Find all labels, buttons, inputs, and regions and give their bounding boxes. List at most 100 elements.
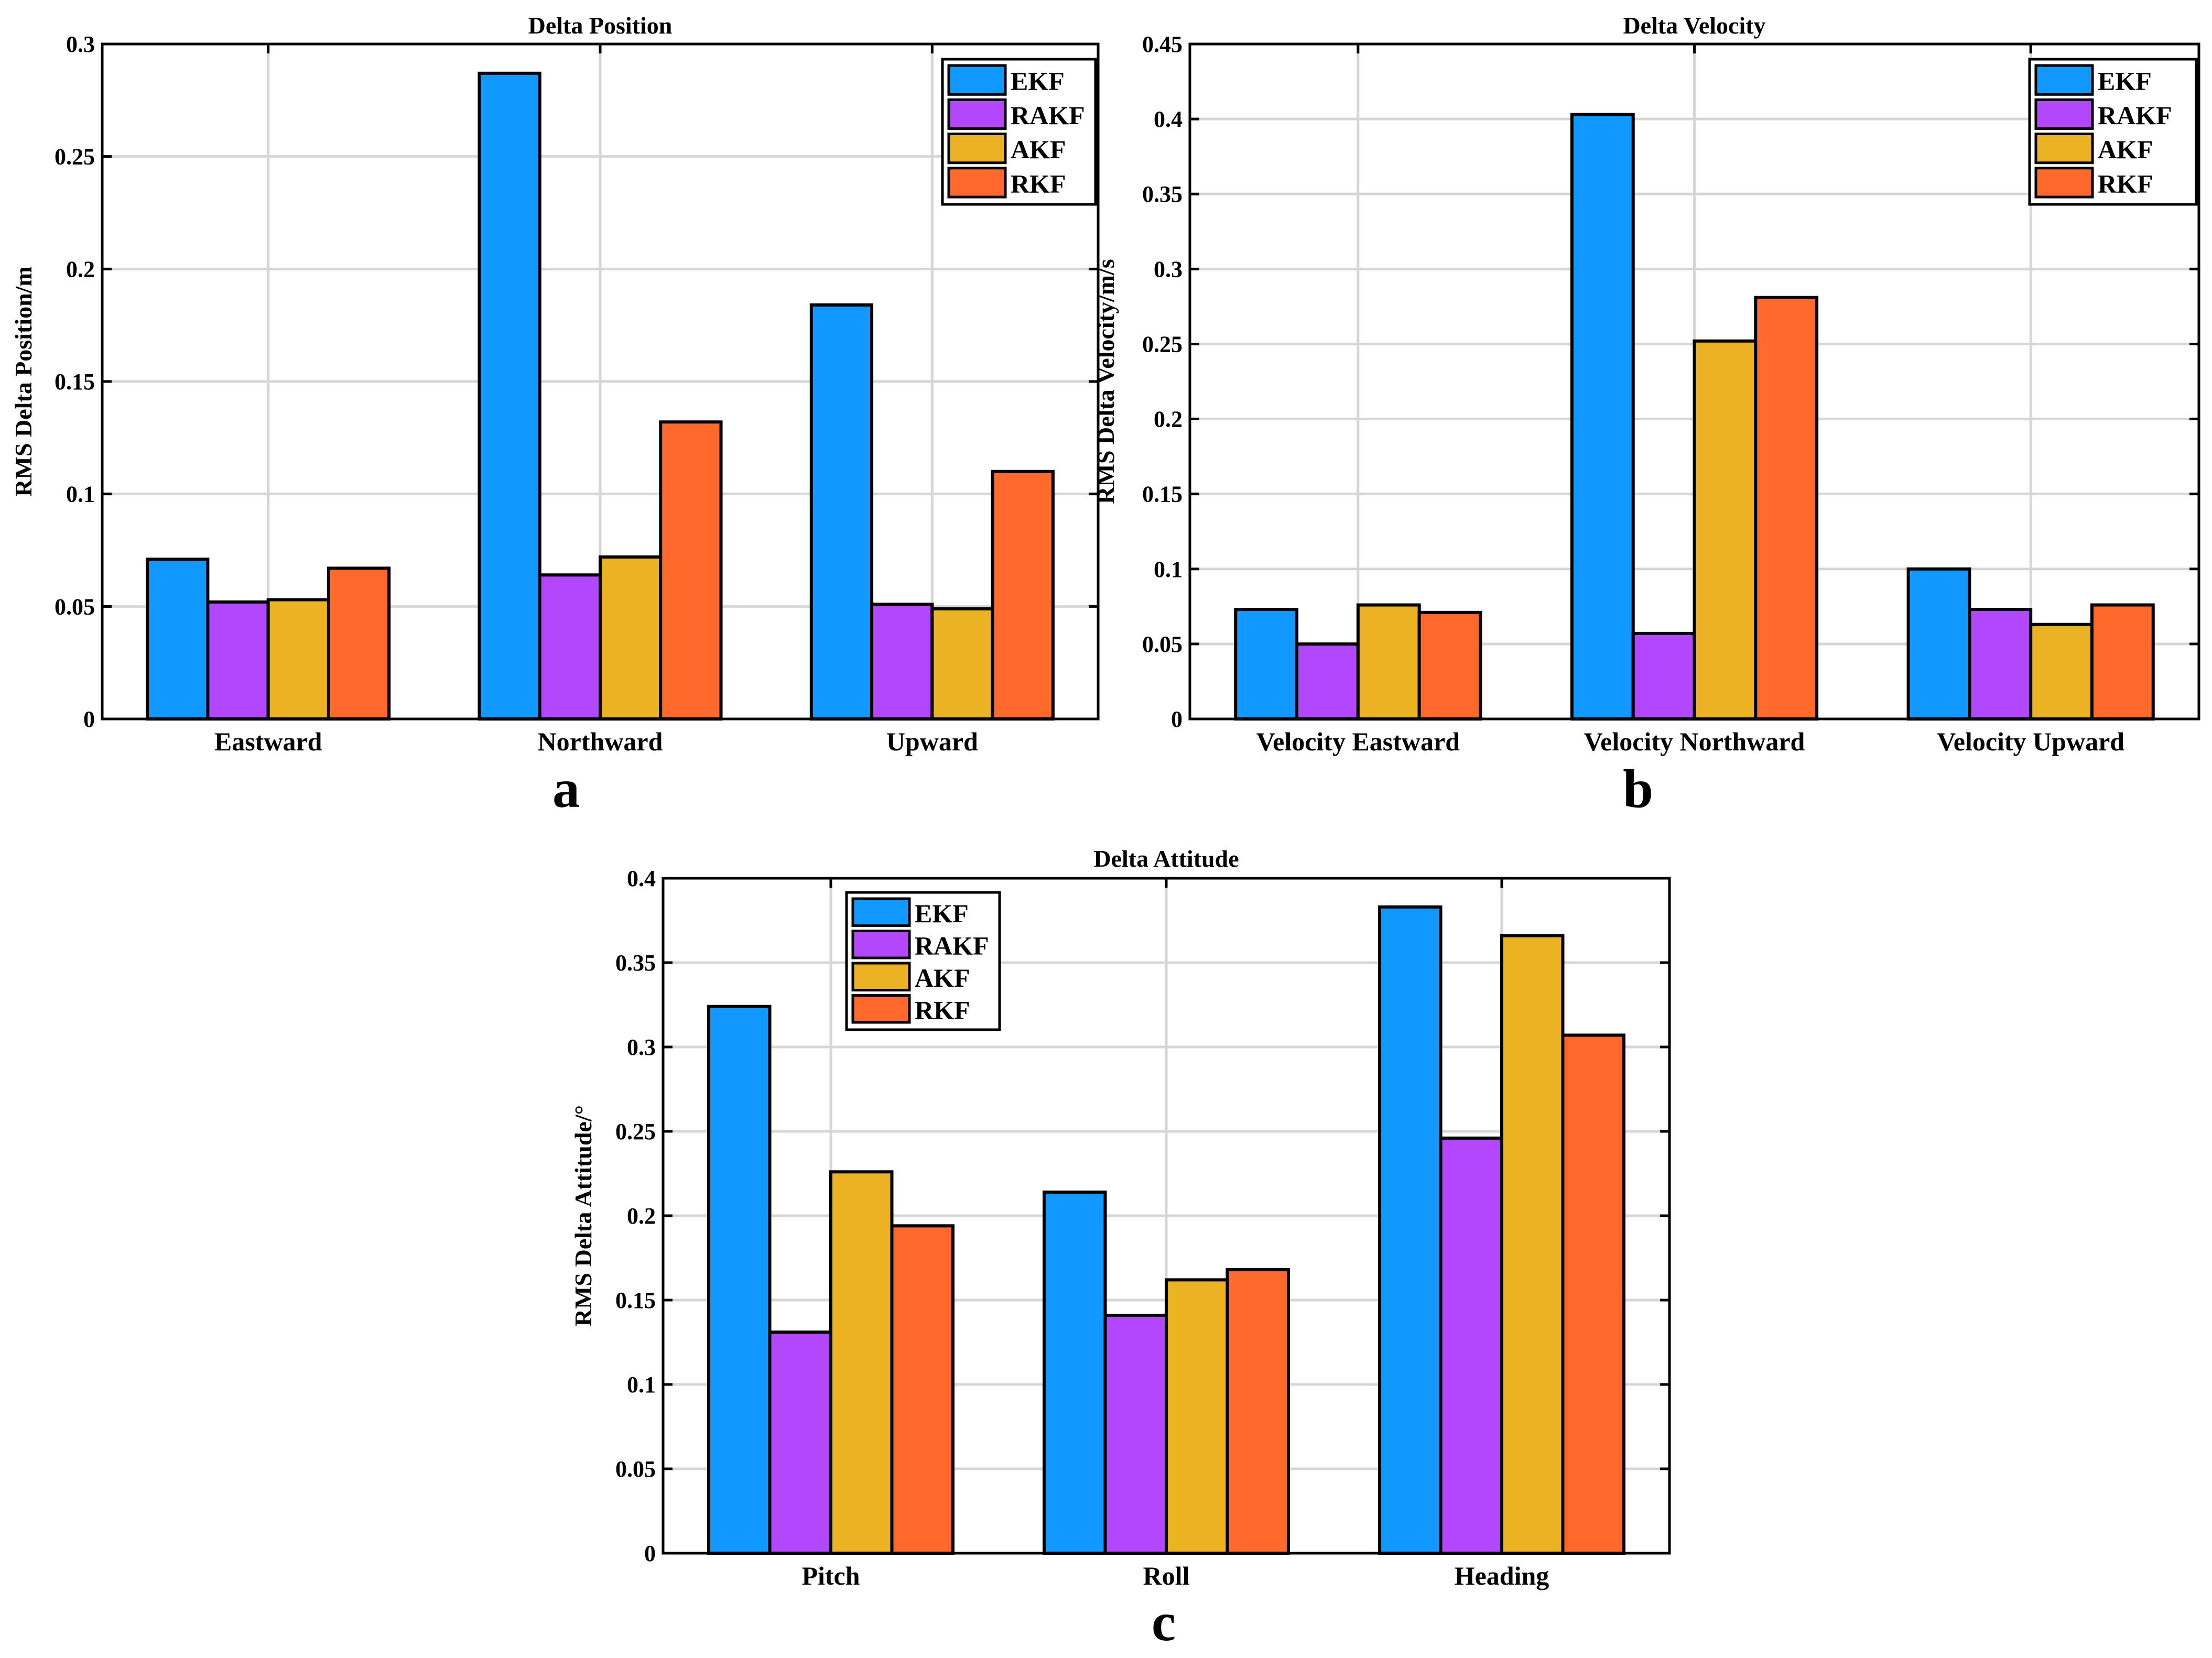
panel-label: a — [552, 759, 580, 819]
category-label: Velocity Upward — [1937, 727, 2124, 756]
bar-ekf-northward — [478, 71, 541, 721]
legend: EKF RAKF AKF RKF — [845, 891, 1001, 1031]
ytick-label: 0.3 — [1154, 256, 1183, 282]
category-label: Upward — [886, 727, 978, 756]
category-label: Heading — [1455, 1561, 1549, 1590]
bar-rkf-heading — [1561, 1033, 1625, 1555]
category-label: Eastward — [214, 727, 322, 756]
bars — [1234, 113, 2155, 721]
ytick-label: 0.2 — [66, 256, 95, 282]
bar-rkf-velocity-upward — [2090, 603, 2155, 721]
legend-label-ekf: EKF — [915, 899, 969, 928]
bar-akf-northward — [599, 555, 663, 721]
category-label: Northward — [538, 727, 663, 756]
bar-ekf-eastward — [146, 558, 210, 721]
bar-ekf-upward — [809, 303, 874, 721]
legend-swatch-akf — [947, 133, 1007, 165]
panel-label: b — [1623, 759, 1653, 819]
bar-akf-velocity-northward — [1693, 339, 1758, 721]
chart-title: Delta Attitude — [1093, 845, 1239, 872]
bar-akf-velocity-eastward — [1356, 603, 1421, 721]
panel-label: c — [1152, 1592, 1176, 1652]
ytick-label: 0.4 — [627, 866, 656, 891]
category-label: Pitch — [801, 1561, 860, 1590]
bar-rakf-velocity-eastward — [1295, 642, 1360, 721]
chart-panel-c: 0 0.05 0.1 0.15 0.2 0.25 0.3 0.35 0.4 Pitch Roll He… — [570, 845, 1671, 1652]
legend-label-akf: AKF — [915, 963, 970, 992]
legend-swatch-rakf — [851, 930, 911, 959]
bar-rkf-pitch — [890, 1224, 955, 1555]
ytick-label: 0 — [1171, 706, 1183, 732]
bar-rkf-upward — [991, 470, 1055, 721]
ytick-label: 0.35 — [615, 950, 656, 976]
legend-swatch-rkf — [947, 167, 1007, 199]
bar-rakf-northward — [538, 573, 602, 721]
legend-swatch-rkf — [2034, 167, 2094, 199]
legend-label-ekf: EKF — [1011, 67, 1065, 96]
bar-rakf-upward — [870, 603, 934, 721]
y-axis-label: RMS Delta Attitude/° — [570, 1105, 597, 1326]
ytick-label: 0.15 — [55, 369, 95, 395]
chart-panel-a: 0 0.05 0.1 0.15 0.2 0.25 0.3 Eastward Northward U… — [10, 12, 1100, 819]
legend-label-rkf: RKF — [2098, 169, 2153, 198]
bar-ekf-velocity-upward — [1906, 567, 1971, 721]
legend-label-akf: AKF — [1011, 135, 1066, 164]
ytick-label: 0 — [83, 706, 95, 732]
legend: EKF RAKF AKF RKF — [2028, 58, 2198, 206]
legend-label-ekf: EKF — [2098, 67, 2152, 96]
ytick-label: 0.3 — [627, 1034, 656, 1060]
chart-title: Delta Velocity — [1623, 12, 1765, 39]
bar-akf-upward — [930, 607, 994, 721]
y-axis-label: RMS Delta Position/m — [10, 266, 37, 497]
legend-swatch-akf — [851, 962, 911, 991]
bar-akf-roll — [1165, 1278, 1229, 1555]
bar-rakf-velocity-upward — [1968, 608, 2033, 721]
ytick-label: 0.25 — [1142, 331, 1183, 357]
category-label: Roll — [1143, 1561, 1190, 1590]
legend-label-rakf: RAKF — [2098, 101, 2172, 130]
ytick-label: 0.05 — [615, 1456, 656, 1482]
bar-rakf-roll — [1103, 1313, 1168, 1555]
legend: EKF RAKF AKF RKF — [941, 58, 1097, 206]
ytick-label: 0.05 — [1142, 631, 1183, 657]
bar-ekf-pitch — [707, 1005, 772, 1555]
bar-rakf-heading — [1439, 1136, 1504, 1555]
ytick-label: 0.2 — [1154, 407, 1183, 432]
ytick-label: 0.25 — [615, 1119, 656, 1144]
bar-akf-velocity-upward — [2029, 623, 2094, 721]
ytick-label: 0.35 — [1142, 181, 1183, 207]
bar-rkf-eastward — [327, 566, 391, 721]
ytick-label: 0 — [644, 1541, 656, 1566]
category-label: Velocity Eastward — [1256, 727, 1460, 756]
chart-title: Delta Position — [528, 12, 673, 39]
y-axis-label: RMS Delta Velocity/m/s — [1092, 259, 1119, 504]
bar-rkf-velocity-eastward — [1417, 610, 1482, 721]
bar-rakf-velocity-northward — [1631, 631, 1696, 721]
bar-rakf-pitch — [768, 1330, 833, 1555]
legend-swatch-rkf — [851, 994, 911, 1024]
bar-rakf-eastward — [206, 600, 270, 721]
ytick-label: 0.15 — [615, 1288, 656, 1313]
legend-label-akf: AKF — [2098, 135, 2153, 164]
legend-swatch-rakf — [2034, 98, 2094, 130]
chart-panel-b: 0 0.05 0.1 0.15 0.2 0.25 0.3 0.35 0.4 0.45 Velocit… — [1092, 12, 2200, 819]
ytick-label: 0.2 — [627, 1203, 656, 1229]
bar-rkf-northward — [659, 420, 723, 721]
bar-akf-eastward — [266, 598, 330, 721]
ytick-label: 0.1 — [1154, 557, 1183, 582]
bar-ekf-velocity-northward — [1570, 113, 1635, 721]
ytick-label: 0.4 — [1154, 106, 1183, 132]
ytick-label: 0.45 — [1142, 31, 1183, 57]
bar-akf-pitch — [829, 1170, 894, 1555]
legend-label-rakf: RAKF — [1011, 101, 1085, 130]
legend-label-rkf: RKF — [915, 995, 970, 1024]
legend-label-rakf: RAKF — [915, 931, 989, 960]
ytick-label: 0.1 — [66, 482, 95, 507]
ytick-label: 0.3 — [66, 31, 95, 57]
bar-ekf-velocity-eastward — [1234, 608, 1299, 721]
legend-swatch-rakf — [947, 98, 1007, 130]
bar-ekf-roll — [1043, 1190, 1107, 1555]
ytick-label: 0.25 — [55, 144, 95, 170]
legend-swatch-akf — [2034, 133, 2094, 165]
